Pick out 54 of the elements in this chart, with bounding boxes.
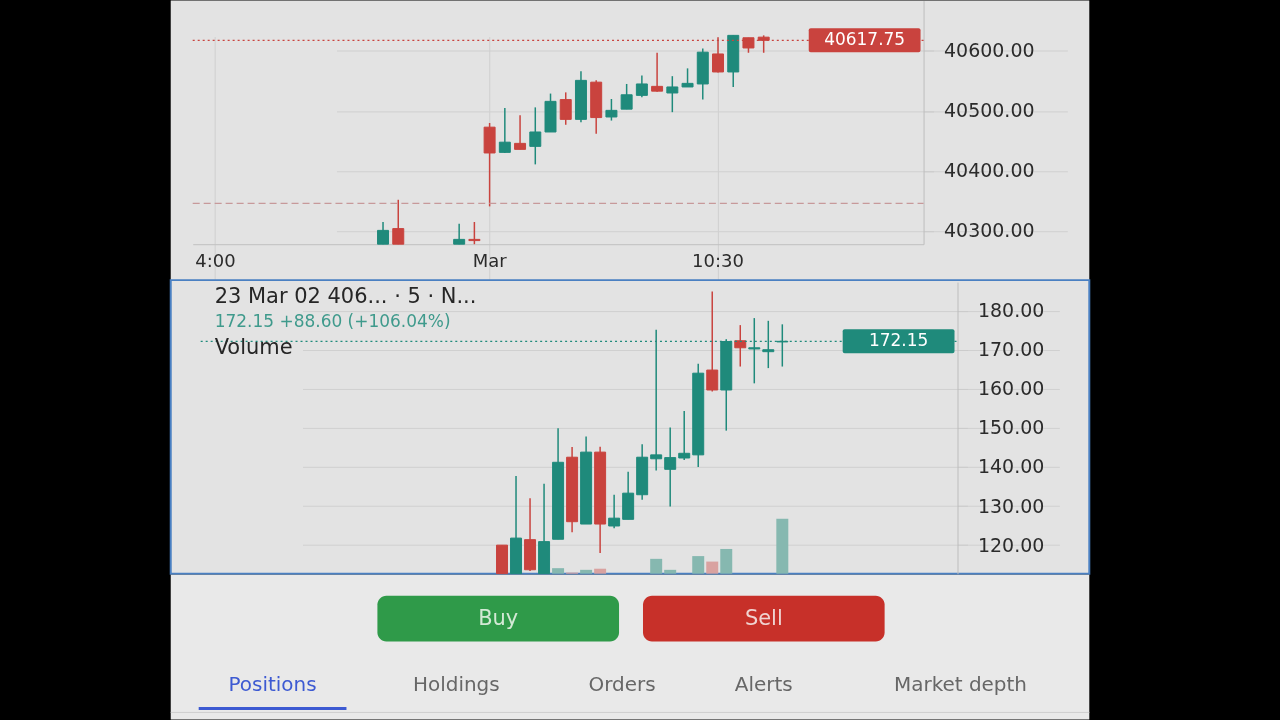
text: Orders [588,672,656,697]
candlestick [664,426,677,508]
text: Alerts [734,672,793,697]
candlestick [498,107,511,154]
x-tick-label: 4:00 [195,249,236,271]
candlestick [605,98,618,122]
candlestick [666,75,679,113]
candlestick [468,221,481,245]
bar [692,556,705,574]
y-tick-label: 180.00 [977,299,1045,322]
chart-title: 23 Mar 02 406... · 5 · N... [214,284,477,309]
text: Positions [228,672,317,697]
candlestick [559,91,572,126]
candlestick [392,199,405,245]
bar [720,548,733,574]
bar [706,561,719,574]
y-tick-label: 40300.00 [944,219,1035,242]
candlestick [635,74,648,98]
candlestick [706,290,719,393]
y-tick-label: 40400.00 [944,159,1035,182]
y-tick-label: 130.00 [977,494,1045,517]
bar [552,568,565,574]
y-tick-label: 150.00 [977,416,1045,439]
y-tick-label: 140.00 [977,455,1045,478]
candlestick [678,410,691,461]
text: Holdings [412,672,500,697]
text: 172.15 +88.60 (+106.04%) [214,311,451,332]
ref-line-label: 172.15 [868,330,929,351]
candlestick [377,221,390,245]
bar [650,558,663,574]
bar [776,518,789,574]
candlestick [514,114,527,151]
text: Market depth [893,672,1028,697]
bar [664,569,677,574]
candlestick [608,493,621,530]
y-tick-label: 170.00 [977,338,1045,361]
chart-title: Volume [214,335,293,360]
y-tick-label: 120.00 [977,533,1045,556]
bar [580,569,593,574]
candlestick [734,324,747,368]
y-tick-label: 40600.00 [944,39,1035,62]
text: Sell [744,605,783,630]
x-tick-label: Mar [472,249,508,271]
candlestick [681,67,694,88]
candlestick [620,83,633,110]
candlestick [453,223,466,245]
y-tick-label: 160.00 [977,377,1045,400]
y-tick-label: 40500.00 [944,99,1035,122]
text: Buy [478,605,519,630]
candlestick [529,106,542,166]
ref-line-label: 40617.75 [824,29,906,50]
x-tick-label: 10:30 [692,249,744,271]
bar [594,568,607,574]
candlestick [651,52,664,93]
